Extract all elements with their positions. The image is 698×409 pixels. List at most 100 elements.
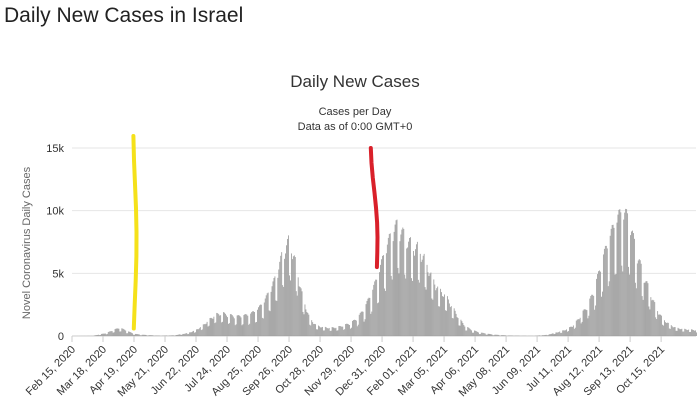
data-bar	[296, 295, 298, 336]
data-bar	[110, 331, 112, 336]
data-bar	[462, 323, 464, 336]
data-bar	[216, 312, 218, 336]
data-bar	[423, 253, 425, 336]
data-bar	[676, 330, 678, 336]
data-bar	[207, 326, 209, 336]
data-bar	[236, 315, 238, 336]
data-bar	[483, 333, 485, 336]
data-bar	[214, 323, 216, 336]
data-bar	[574, 327, 576, 336]
data-bar	[183, 333, 185, 336]
data-bar	[657, 311, 659, 336]
data-bar	[383, 255, 384, 336]
data-bar	[266, 293, 268, 336]
data-bar	[565, 330, 567, 336]
data-bar	[342, 326, 344, 336]
data-bar	[386, 244, 388, 336]
data-bar	[206, 321, 208, 336]
data-bar	[114, 329, 116, 336]
data-bar	[145, 334, 147, 336]
data-bar	[120, 331, 122, 336]
data-bar	[345, 324, 347, 336]
data-bar	[182, 333, 184, 336]
data-bar	[321, 326, 323, 336]
data-bar	[580, 323, 582, 336]
data-bar	[217, 313, 219, 336]
data-bar	[605, 245, 607, 336]
data-bar	[175, 335, 177, 336]
data-bar	[215, 322, 217, 336]
data-bar	[655, 317, 657, 336]
data-bar	[600, 271, 601, 336]
data-bar	[282, 285, 284, 336]
data-bar	[141, 334, 143, 336]
data-bar	[208, 325, 210, 336]
data-bar	[503, 335, 504, 336]
data-bar	[686, 329, 688, 336]
data-bar	[654, 302, 656, 336]
data-bar	[285, 253, 286, 336]
data-bar	[545, 334, 547, 336]
data-bar	[238, 315, 240, 336]
data-bar	[674, 327, 676, 336]
data-bar	[358, 314, 360, 336]
bars	[72, 208, 697, 336]
data-bar	[256, 321, 257, 336]
data-bar	[432, 299, 434, 336]
data-bar	[230, 314, 232, 336]
data-bar	[379, 272, 380, 336]
data-bar	[181, 334, 183, 336]
data-bar	[323, 330, 325, 336]
data-bar	[428, 276, 430, 336]
data-bar	[370, 313, 372, 336]
data-bar	[185, 333, 187, 336]
data-bar	[648, 306, 650, 336]
data-bar	[486, 334, 488, 336]
data-bar	[229, 314, 231, 336]
data-bar	[125, 330, 127, 336]
data-bar	[542, 335, 544, 336]
data-bar	[581, 321, 583, 336]
data-bar	[628, 266, 629, 336]
data-bar	[665, 322, 667, 336]
data-bar	[617, 214, 619, 336]
data-bar	[624, 212, 626, 336]
data-bar	[469, 328, 471, 336]
marker-lines	[131, 134, 380, 331]
data-bar	[464, 326, 466, 336]
data-bar	[500, 335, 502, 336]
data-bar	[422, 255, 424, 336]
data-bar	[678, 328, 680, 336]
data-bar	[365, 304, 367, 336]
data-bar	[603, 248, 605, 336]
data-bar	[693, 330, 694, 336]
data-bar	[591, 294, 593, 336]
data-bar	[290, 280, 291, 336]
data-bar	[653, 300, 655, 336]
data-bar	[466, 330, 468, 336]
data-bar	[579, 317, 581, 336]
red-marker	[368, 146, 380, 270]
data-bar	[612, 224, 614, 336]
data-bar	[221, 322, 223, 336]
data-bar	[445, 310, 446, 336]
data-bar	[604, 245, 606, 336]
data-bar	[394, 224, 396, 336]
data-bar	[205, 323, 207, 336]
data-bar	[298, 286, 300, 336]
data-bar	[350, 328, 351, 336]
data-bar	[406, 248, 408, 336]
data-bar	[363, 321, 365, 336]
data-bar	[103, 333, 104, 336]
data-bar	[589, 298, 591, 336]
data-bar	[672, 327, 674, 336]
data-bar	[632, 230, 633, 336]
data-bar	[135, 333, 137, 336]
data-bar	[489, 334, 491, 336]
data-bar	[252, 311, 254, 336]
data-bar	[195, 332, 196, 336]
data-bar	[627, 213, 629, 336]
data-bar	[169, 335, 171, 336]
data-bar	[430, 272, 432, 336]
data-bar	[336, 330, 338, 336]
